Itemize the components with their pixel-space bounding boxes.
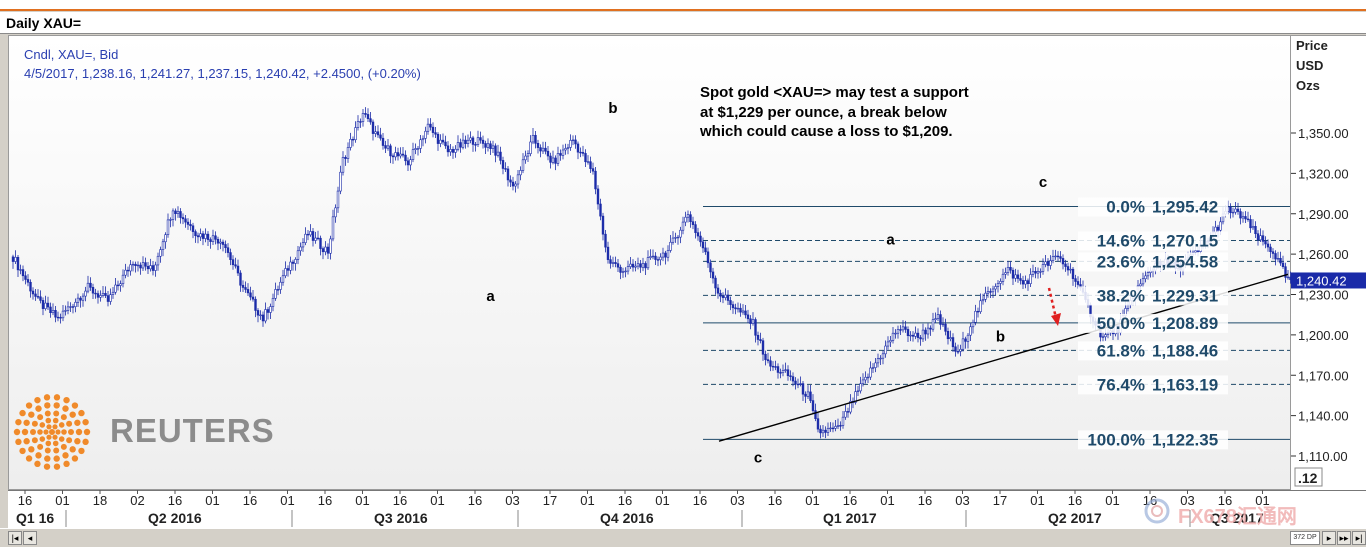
logo-dot: [55, 429, 61, 435]
annotation-note: Spot gold <XAU=> may test a support at $…: [700, 83, 1040, 142]
logo-dot: [44, 455, 51, 462]
logo-dot: [69, 446, 76, 453]
logo-dot: [78, 447, 85, 455]
logo-dot: [58, 436, 65, 442]
logo-dot: [46, 424, 52, 430]
price-axis-panel[interactable]: [1291, 35, 1366, 490]
logo-dot: [28, 446, 35, 453]
logo-dot: [44, 447, 51, 454]
scroll-left-button[interactable]: ◂: [23, 531, 37, 545]
logo-dot: [44, 402, 51, 409]
logo-dot: [63, 396, 70, 404]
watermark-swirl-icon: [1144, 498, 1170, 524]
logo-dot: [60, 414, 67, 421]
logo-dot: [30, 429, 36, 435]
series-legend: Cndl, XAU=, Bid 4/5/2017, 1,238.16, 1,24…: [24, 45, 421, 83]
logo-dot: [60, 443, 67, 450]
logo-dot: [66, 437, 73, 444]
logo-dot: [34, 396, 41, 404]
logo-dot: [43, 394, 51, 401]
reuters-dots-icon: [13, 394, 91, 470]
logo-dot: [25, 402, 33, 409]
logo-dot: [25, 455, 33, 462]
logo-dot: [74, 438, 81, 445]
logo-dot: [13, 428, 21, 436]
legend-ohlc: 4/5/2017, 1,238.16, 1,241.27, 1,237.15, …: [24, 66, 421, 81]
logo-dot: [28, 411, 35, 418]
logo-dot-center: [49, 429, 55, 435]
logo-dot: [53, 447, 60, 454]
logo-dot: [43, 463, 51, 470]
logo-dot: [37, 414, 44, 421]
chart-title: Daily XAU=: [6, 15, 82, 31]
logo-dot: [35, 405, 42, 412]
logo-dot: [15, 438, 22, 446]
logo-dot: [23, 438, 30, 445]
scroll-right-button[interactable]: ▸: [1322, 531, 1336, 545]
logo-dot: [31, 420, 38, 427]
logo-dot: [52, 440, 59, 447]
logo-dot: [53, 463, 61, 470]
legend-series: Cndl, XAU=, Bid: [24, 47, 119, 62]
logo-dot: [62, 452, 69, 459]
logo-dot: [82, 438, 89, 446]
logo-dot: [46, 434, 52, 440]
logo-dot: [39, 422, 46, 428]
logo-dot: [37, 443, 44, 450]
logo-dot: [52, 417, 59, 424]
logo-dot: [71, 402, 79, 409]
logo-dot: [71, 455, 79, 462]
logo-dot: [53, 455, 60, 462]
logo-dot: [68, 429, 74, 435]
logo-dot: [34, 460, 41, 468]
logo-dot: [43, 429, 49, 435]
logo-dot: [52, 434, 58, 440]
logo-dot: [52, 424, 58, 430]
logo-dot: [83, 428, 91, 436]
scroll-last-button[interactable]: ▸▸: [1337, 531, 1351, 545]
scroll-first-button[interactable]: |◂: [8, 531, 22, 545]
logo-dot: [23, 419, 30, 426]
logo-dot: [21, 428, 29, 436]
logo-dot: [66, 420, 73, 427]
logo-dot: [74, 419, 81, 426]
logo-dot: [19, 447, 26, 455]
logo-dot: [39, 436, 46, 442]
top-accent-bar: [0, 0, 1366, 11]
logo-dot: [75, 428, 83, 436]
scroll-end-button[interactable]: ▸|: [1352, 531, 1366, 545]
logo-dot: [44, 410, 51, 417]
note-line-1: Spot gold <XAU=> may test a support: [700, 84, 969, 101]
time-axis-panel[interactable]: [8, 490, 1366, 528]
logo-dot: [58, 422, 65, 428]
note-line-2: at $1,229 per ounce, a break below: [700, 103, 947, 121]
scroll-thumb[interactable]: 372 DP: [1290, 531, 1320, 545]
logo-dot: [45, 440, 52, 447]
note-line-3: which could cause a loss to $1,209.: [700, 123, 953, 140]
chart-title-bar: Daily XAU=: [0, 12, 1366, 34]
logo-dot: [15, 418, 22, 426]
logo-dot: [53, 410, 60, 417]
logo-dot: [61, 429, 67, 435]
horizontal-scrollbar[interactable]: |◂ ◂ 372 DP ▸ ▸▸ ▸|: [0, 528, 1366, 547]
logo-dot: [63, 460, 70, 468]
logo-dot: [35, 452, 42, 459]
logo-dot: [37, 429, 43, 435]
logo-dot: [31, 437, 38, 444]
logo-dot: [69, 411, 76, 418]
logo-dot: [82, 418, 89, 426]
reuters-wordmark: REUTERS: [110, 412, 275, 449]
logo-dot: [19, 409, 26, 417]
logo-dot: [45, 417, 52, 424]
watermark-text: FX678汇通网: [1178, 506, 1297, 528]
logo-dot: [53, 394, 61, 401]
logo-dot: [53, 402, 60, 409]
reuters-logo: REUTERS: [12, 392, 292, 472]
watermark: FX678汇通网: [1140, 495, 1366, 528]
logo-dot: [62, 405, 69, 412]
logo-dot: [78, 409, 85, 417]
